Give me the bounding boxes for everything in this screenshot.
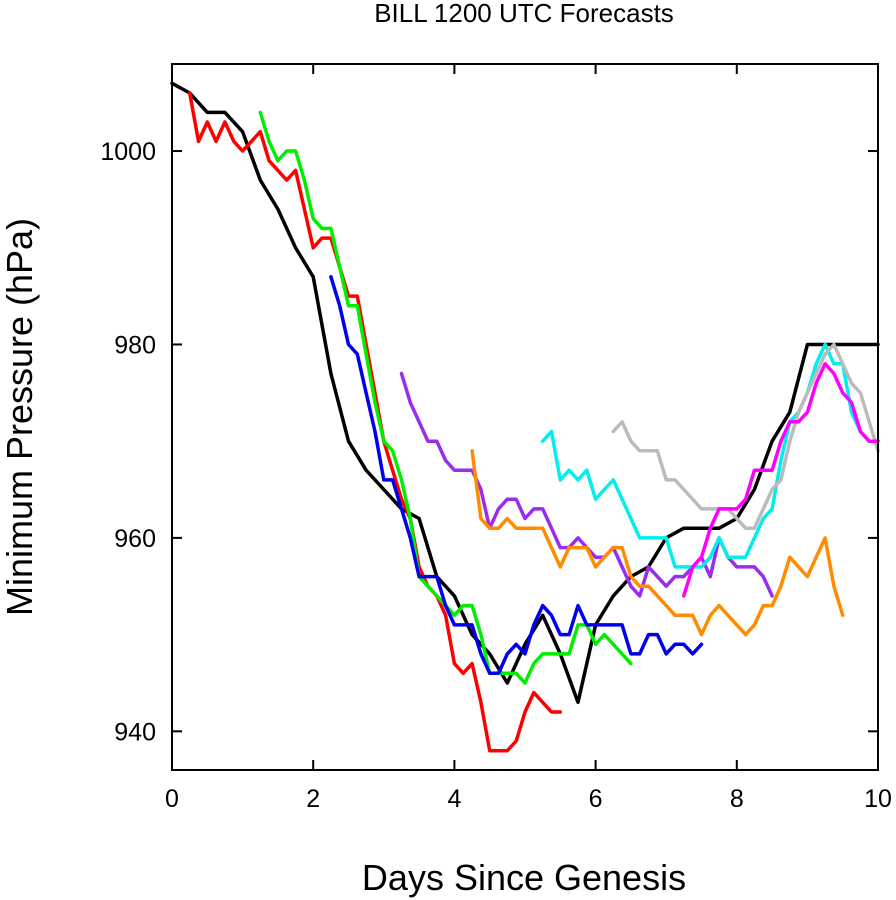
y-axis-label: Minimum Pressure (hPa): [0, 218, 40, 616]
series-line-5: [399, 371, 774, 598]
x-tick-label: 4: [447, 785, 461, 813]
series-line-9: [682, 362, 880, 598]
x-tick-label: 2: [306, 785, 320, 813]
series-line-7: [540, 342, 880, 569]
plot-frame: [171, 63, 879, 771]
series-line-2: [187, 91, 563, 753]
x-tick-label: 8: [730, 785, 744, 813]
x-tick-label: 6: [589, 785, 603, 813]
series-line-4: [329, 275, 704, 676]
x-tick-label: 10: [864, 785, 892, 813]
series-line-1: [170, 81, 880, 705]
chart-title: BILL 1200 UTC Forecasts: [374, 0, 674, 28]
y-tick-label: 1000: [100, 138, 156, 166]
axis-ticks: 0 2 4 6 8 10 940 960 980 1000: [100, 64, 892, 813]
y-tick-label: 940: [114, 718, 156, 746]
series-line-8: [611, 342, 880, 530]
y-tick-label: 980: [114, 331, 156, 359]
y-tick-label: 960: [114, 525, 156, 553]
series-layer: [170, 81, 880, 753]
series-line-3: [258, 110, 633, 685]
series-line-6: [470, 449, 845, 637]
x-axis-label: Days Since Genesis: [362, 857, 686, 898]
x-tick-label: 0: [165, 785, 179, 813]
